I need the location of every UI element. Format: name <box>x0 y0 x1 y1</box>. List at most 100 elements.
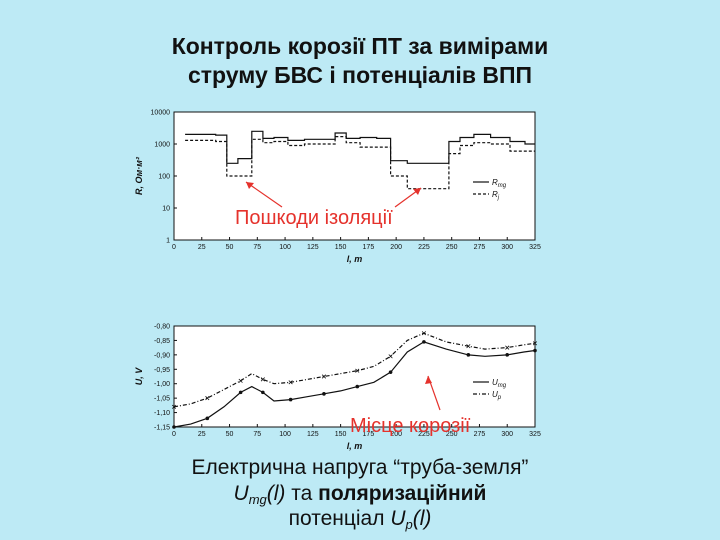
chart2-series-up-line <box>173 332 536 408</box>
chart2-series-umg-point <box>388 370 393 374</box>
chart2-x-tick-label: 50 <box>226 431 234 438</box>
chart2-series-umg-point <box>355 384 360 389</box>
chart2-series-up-point <box>260 377 265 382</box>
page-title-line-1: Контроль корозії ПТ за вимірами <box>171 33 549 59</box>
chart2-series-umg-point <box>533 348 537 353</box>
chart1-legend-subscript: j <box>497 195 500 201</box>
chart2-y-tick-label: -1,05 <box>154 396 170 403</box>
annotation-arrow-left <box>245 181 283 208</box>
chart2-series-up-point <box>288 380 293 385</box>
chart2-x-tick-label: 200 <box>390 431 402 438</box>
chart2-series-umg-point <box>261 390 265 395</box>
chart1-x-tick-label: 225 <box>418 244 430 251</box>
chart2-series-up-point <box>388 354 393 359</box>
chart1-y-tick-label: 1 <box>166 238 170 245</box>
chart2-series-up-point <box>238 378 243 383</box>
chart1-x-tick-label: 25 <box>198 244 206 251</box>
chart2-x-tick-label: 150 <box>335 431 347 438</box>
caption-u-symbol-2: U <box>390 507 406 530</box>
chart2-y-tick-label: -0,80 <box>154 324 170 331</box>
chart1-y-tick-label: 100 <box>158 174 170 181</box>
chart1-plot-frame <box>173 111 536 241</box>
chart1-legend-symbol: R <box>492 190 498 199</box>
chart2-series-up-point <box>532 341 538 346</box>
chart2-x-tick-label: 225 <box>418 431 430 438</box>
caption-line-3: потенціал Up(l) <box>0 506 720 538</box>
chart2-x-tick-label: 300 <box>501 431 513 438</box>
chart2-x-tick-label: 125 <box>307 431 319 438</box>
caption-p-subscript: p <box>405 517 413 532</box>
caption-bold-word: поляризаційний <box>318 482 487 505</box>
chart2-x-tick-label: 325 <box>529 431 541 438</box>
caption-ta: та <box>285 482 319 505</box>
annotation-corrosion-site: Місце корозії <box>350 415 471 437</box>
chart2-y-tick-label: -1,10 <box>154 410 170 417</box>
chart2-series-umg-point <box>288 397 293 402</box>
chart2-y-tick-label: -1,15 <box>154 425 170 432</box>
chart2-series-up-point <box>355 368 360 373</box>
chart2-legend-subscript: mg <box>498 383 507 389</box>
chart2-y-axis-label: U, V <box>134 367 144 386</box>
chart2-series-up-point <box>505 345 510 350</box>
chart2-x-tick-label: 250 <box>446 431 458 438</box>
chart2-plot-frame <box>173 325 536 428</box>
chart2-series-up-point <box>205 396 210 401</box>
chart2-legend-label-umg: Umg <box>492 378 507 389</box>
chart2-x-tick-label: 75 <box>253 431 261 438</box>
chart2-legend-label-up: Up <box>492 390 502 401</box>
chart2-legend-symbol: U <box>492 390 498 399</box>
chart1-y-tick-label: 1000 <box>154 142 170 149</box>
chart2-series-umg-point <box>238 390 243 395</box>
chart2-legend-subscript: p <box>497 395 502 401</box>
chart2-x-axis-label: l, m <box>347 441 363 451</box>
chart2-x-tick-label: 0 <box>172 431 176 438</box>
caption-mg-subscript: mg <box>248 492 267 507</box>
caption-line-2: Umg(l) та поляризаційний <box>0 481 720 513</box>
chart2-series-umg-point <box>205 416 210 421</box>
chart1-y-tick-label: 10 <box>162 206 170 213</box>
chart1-x-tick-label: 200 <box>390 244 402 251</box>
chart1-y-tick-label: 10000 <box>151 110 171 117</box>
chart2-x-tick-label: 275 <box>474 431 486 438</box>
annotation-arrowhead-right <box>413 188 421 195</box>
chart2-series-umg-point <box>466 353 471 357</box>
chart1-x-tick-label: 325 <box>529 244 541 251</box>
chart2-series-up-point <box>171 404 177 409</box>
caption-u-symbol: U <box>233 482 249 505</box>
chart1-legend-label-rj: Rj <box>492 190 500 201</box>
chart2-series-up-point <box>321 374 327 379</box>
chart1-x-tick-label: 175 <box>363 244 375 251</box>
chart2-y-tick-label: -1,00 <box>154 381 170 388</box>
annotation-arrowhead-corrosion <box>425 376 432 384</box>
chart1-x-axis-label: l, m <box>347 254 363 264</box>
chart2-series-up-point <box>421 331 427 336</box>
annotation-arrowhead-left <box>246 182 254 189</box>
caption-line-1: Електрична напруга “труба-земля” <box>191 456 529 479</box>
chart2-series-umg-point <box>172 425 176 429</box>
chart1-x-tick-label: 75 <box>253 244 261 251</box>
chart1-x-tick-label: 250 <box>446 244 458 251</box>
chart2-x-tick-label: 175 <box>363 431 375 438</box>
chart1-legend-subscript: mg <box>498 183 507 189</box>
chart1-x-tick-label: 125 <box>307 244 319 251</box>
chart2-y-tick-label: -0,95 <box>154 367 170 374</box>
chart1-legend-symbol: R <box>492 178 498 187</box>
chart2-series-umg-point <box>322 392 326 396</box>
chart1-x-tick-label: 0 <box>172 244 176 251</box>
chart1-x-tick-label: 50 <box>226 244 234 251</box>
chart2-legend-symbol: U <box>492 378 498 387</box>
page-title-line-2: струму БВС і потенціалів ВПП <box>187 62 533 88</box>
chart2-y-tick-label: -0,85 <box>154 338 170 345</box>
chart2-series-umg-point <box>422 340 426 344</box>
chart1-legend-label-rmg: Rmg <box>492 178 507 189</box>
chart1-y-axis-label: R, Ом·м² <box>134 156 144 195</box>
chart1-x-tick-label: 300 <box>501 244 513 251</box>
chart1-x-tick-label: 275 <box>474 244 486 251</box>
chart2-series-up-point <box>466 344 471 349</box>
caption-l-arg: (l) <box>266 482 286 505</box>
chart1-x-tick-label: 150 <box>335 244 347 251</box>
chart2-series-umg-line <box>173 341 536 428</box>
chart2-series-umg-point <box>505 353 510 357</box>
chart2-x-tick-label: 100 <box>279 431 291 438</box>
